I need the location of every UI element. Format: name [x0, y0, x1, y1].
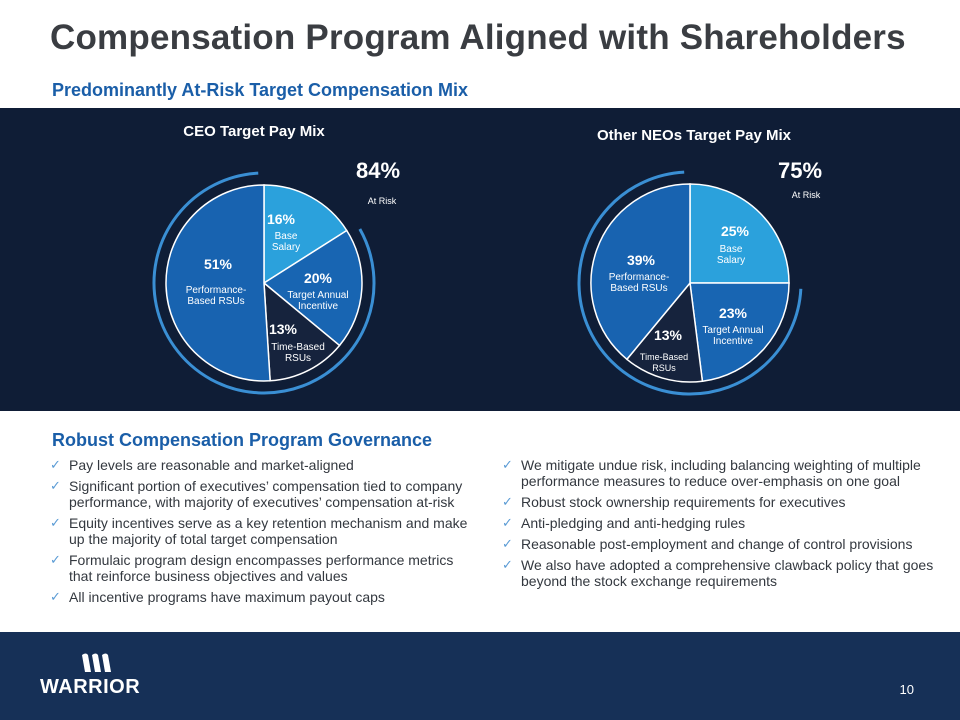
slice-percent-label: 25% [721, 223, 750, 239]
checkmark-icon: ✓ [502, 557, 513, 572]
slice-base-salary [263, 184, 348, 285]
at-risk-arc [152, 171, 376, 395]
section-subtitle: Predominantly At-Risk Target Compensatio… [52, 80, 469, 100]
page-title: Compensation Program Aligned with Shareh… [50, 18, 906, 57]
slice-percent-label: 13% [654, 327, 683, 343]
checkmark-icon: ✓ [502, 536, 513, 551]
at-risk-percent: 84% [356, 158, 400, 183]
governance-item-text: Formulaic program design encompasses per… [69, 552, 454, 584]
governance-item: ✓ Significant portion of executives’ comp… [50, 478, 480, 510]
governance-item-text: Reasonable post-employment and change of… [521, 536, 913, 552]
slice-percent-label: 23% [719, 305, 748, 321]
slice-target-annual-incentive [689, 282, 790, 383]
slice-target-annual-incentive [262, 229, 363, 347]
at-risk-label: At Risk [792, 190, 821, 200]
checkmark-icon: ✓ [502, 457, 513, 472]
slice-name-label: Performance-Based RSUs [186, 285, 247, 307]
warrior-logo: WARRIOR [40, 652, 150, 702]
governance-item-text: Significant portion of executives’ compe… [69, 478, 463, 510]
slice-name-label: Base Salary [272, 231, 300, 253]
slice-name-label: Base Salary [717, 244, 745, 266]
governance-item-text: Equity incentives serve as a key retenti… [69, 515, 468, 547]
governance-item-text: Anti-pledging and anti-hedging rules [521, 515, 746, 531]
slice-percent-label: 20% [304, 270, 333, 286]
pie-chart-other-neos [577, 170, 803, 396]
warrior-logo-icon [82, 653, 111, 672]
governance-title: Robust Compensation Program Governance [52, 430, 433, 450]
chart-title: Other NEOs Target Pay Mix [597, 127, 792, 144]
slice-percent-label: 51% [204, 256, 233, 272]
governance-item-text: All incentive programs have maximum payo… [69, 589, 385, 605]
governance-list-left: ✓ Pay levels are reasonable and market-al… [50, 457, 480, 610]
governance-item: ✓ Pay levels are reasonable and market-al… [50, 457, 480, 473]
checkmark-icon: ✓ [50, 457, 61, 472]
governance-item: ✓ Anti-pledging and anti-hedging rules [502, 515, 942, 531]
slice-percent-label: 13% [269, 321, 298, 337]
governance-item: ✓ We mitigate undue risk, including balan… [502, 457, 942, 489]
governance-item-text: Robust stock ownership requirements for … [521, 494, 846, 510]
checkmark-icon: ✓ [50, 478, 61, 493]
slice-percent-label: 16% [267, 211, 296, 227]
checkmark-icon: ✓ [50, 552, 61, 567]
governance-item-text: We mitigate undue risk, including balanc… [521, 457, 921, 489]
slice-performance-based-rsus [165, 184, 271, 382]
footer-bar [0, 632, 960, 720]
slice-name-label: Performance-Based RSUs [609, 272, 670, 294]
chart-title: CEO Target Pay Mix [183, 123, 325, 140]
pay-mix-charts: CEO Target Pay Mix 84% At Risk 16% Base Salar… [152, 123, 822, 396]
slice-time-based-rsus [625, 281, 704, 383]
logo-text: WARRIOR [40, 676, 141, 698]
slice-name-label: Target Annual Incentive [287, 290, 348, 312]
governance-item: ✓ Equity incentives serve as a key retent… [50, 515, 480, 547]
slice-name-label: Time-Based RSUs [271, 342, 325, 364]
checkmark-icon: ✓ [50, 515, 61, 530]
checkmark-icon: ✓ [502, 494, 513, 509]
slice-name-label: Time-Based RSUs [640, 352, 688, 373]
slice-time-based-rsus [263, 281, 341, 382]
slice-percent-label: 39% [627, 252, 656, 268]
page-number: 10 [899, 682, 914, 697]
governance-item-text: Pay levels are reasonable and market-ali… [69, 457, 354, 473]
slice-performance-based-rsus [590, 183, 691, 361]
governance-item: ✓ Reasonable post-employment and change o… [502, 536, 942, 552]
checkmark-icon: ✓ [502, 515, 513, 530]
governance-item: ✓ Robust stock ownership requirements for… [502, 494, 942, 510]
governance-list-right: ✓ We mitigate undue risk, including balan… [502, 457, 942, 594]
at-risk-label: At Risk [368, 196, 397, 206]
slice-base-salary [689, 183, 790, 284]
chart-band [0, 108, 960, 411]
pie-chart-ceo [152, 171, 376, 395]
governance-item: ✓ Formulaic program design encompasses pe… [50, 552, 480, 584]
governance-item: ✓ We also have adopted a comprehensive cl… [502, 557, 942, 589]
at-risk-arc [577, 170, 803, 396]
slice-name-label: Target Annual Incentive [702, 325, 763, 347]
checkmark-icon: ✓ [50, 589, 61, 604]
governance-item-text: We also have adopted a comprehensive cla… [521, 557, 934, 589]
at-risk-percent: 75% [778, 158, 822, 183]
governance-item: ✓ All incentive programs have maximum pay… [50, 589, 480, 605]
